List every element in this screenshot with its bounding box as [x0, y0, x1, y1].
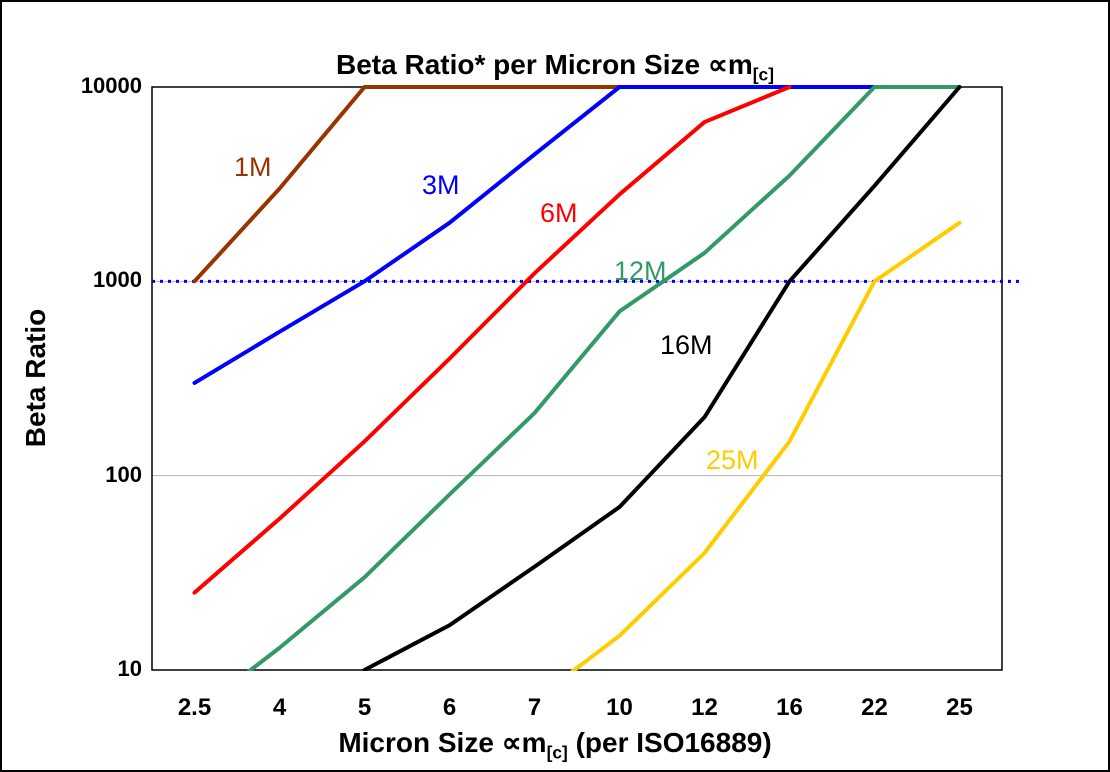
series-group	[192, 85, 962, 671]
x-tick-12: 12	[691, 694, 718, 721]
x-tick-22: 22	[861, 694, 888, 721]
plot-border	[151, 86, 1003, 671]
chart-title: Beta Ratio* per Micron Size ∝m[c]	[2, 48, 1108, 86]
chart-title-text: Beta Ratio* per Micron Size ∝m	[336, 49, 753, 80]
x-axis-title-text: Micron Size ∝m	[338, 727, 547, 758]
series-label-12M: 12M	[614, 256, 667, 286]
series-line-6M	[192, 85, 792, 595]
series-label-16M: 16M	[660, 330, 713, 360]
x-tick-16: 16	[776, 694, 803, 721]
chart-title-subscript: [c]	[752, 64, 774, 85]
y-tick-100: 100	[105, 461, 142, 487]
y-tick-10000: 10000	[80, 73, 142, 98]
x-axis-title-suffix: (per ISO16889)	[567, 727, 772, 758]
series-line-12M	[246, 85, 962, 671]
x-tick-2.5: 2.5	[177, 694, 212, 721]
y-axis-title: Beta Ratio	[20, 308, 51, 448]
series-label-1M: 1M	[234, 152, 272, 182]
x-tick-7: 7	[527, 694, 542, 721]
series-line-16M	[362, 85, 962, 671]
series-line-1M	[192, 85, 622, 284]
series-label-3M: 3M	[422, 170, 460, 200]
series-label-25M: 25M	[706, 445, 759, 475]
x-tick-6: 6	[442, 694, 457, 721]
x-axis-title-subscript: [c]	[546, 742, 568, 763]
series-line-3M	[192, 85, 877, 385]
series-line-25M	[569, 220, 962, 671]
x-tick-25: 25	[946, 694, 973, 721]
y-tick-1000: 1000	[93, 267, 142, 293]
x-tick-5: 5	[357, 694, 372, 721]
series-label-6M: 6M	[540, 198, 578, 228]
y-tick-10: 10	[117, 656, 142, 681]
x-axis-title: Micron Size ∝m[c] (per ISO16889)	[2, 726, 1108, 764]
x-tick-10: 10	[606, 694, 633, 721]
x-tick-4: 4	[272, 694, 287, 721]
